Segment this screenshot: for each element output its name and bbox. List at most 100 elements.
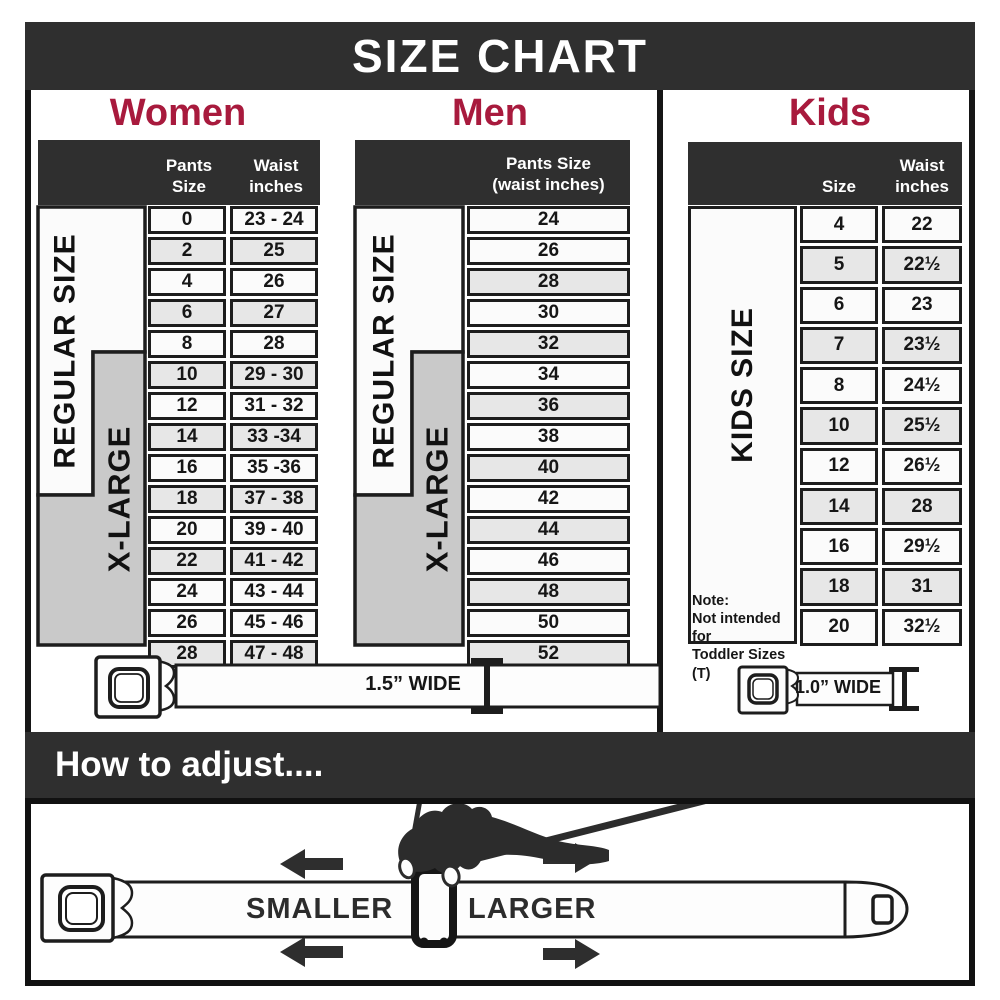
table-cell: 12 bbox=[800, 447, 878, 485]
table-cell: 20 bbox=[148, 516, 226, 544]
x-large-box bbox=[36, 350, 147, 647]
table-cell: 20 bbox=[800, 608, 878, 646]
table-cell: 6 bbox=[148, 299, 226, 327]
men-section-title: Men bbox=[452, 92, 528, 134]
women-col-pants-size: Pants Size bbox=[165, 156, 213, 196]
table-cell: 5 bbox=[800, 246, 878, 284]
width-measure-icon bbox=[889, 667, 919, 711]
table-cell: 28 bbox=[882, 487, 962, 526]
table-cell: 7 bbox=[800, 326, 878, 365]
table-cell: 47 - 48 bbox=[230, 640, 318, 668]
how-to-adjust-banner: How to adjust.... bbox=[25, 732, 975, 798]
table-cell: 36 bbox=[467, 392, 630, 420]
men-x-large-label: X-LARGE bbox=[419, 425, 455, 572]
table-cell: 2 bbox=[148, 237, 226, 265]
table-cell: 30 bbox=[467, 299, 630, 327]
women-table-header: Pants Size Waist inches bbox=[38, 140, 320, 205]
buckle-button bbox=[108, 667, 150, 709]
size-chart-banner: SIZE CHART bbox=[25, 22, 975, 90]
table-cell: 24 bbox=[467, 206, 630, 234]
adult-belt-illustration bbox=[94, 655, 660, 719]
larger-label: LARGER bbox=[468, 893, 597, 925]
table-cell: 25½ bbox=[882, 407, 962, 445]
table-cell: 29½ bbox=[882, 528, 962, 566]
kids-table-header: Size Waist inches bbox=[688, 142, 962, 205]
table-cell: 22 bbox=[882, 206, 962, 244]
smaller-label: SMALLER bbox=[246, 893, 394, 925]
table-cell: 26 bbox=[148, 609, 226, 637]
kids-size-label: KIDS SIZE bbox=[725, 307, 759, 463]
table-cell: 32 bbox=[467, 330, 630, 358]
men-size-table: 24 26 28 30 32 34 36 38 40 42 44 46 48 50 52 bbox=[467, 206, 630, 668]
table-cell: 26½ bbox=[882, 447, 962, 485]
frame-border-left bbox=[25, 90, 31, 732]
table-cell: 22½ bbox=[882, 246, 962, 284]
adult-belt-width-label: 1.5” WIDE bbox=[365, 673, 461, 695]
table-cell: 26 bbox=[230, 268, 318, 296]
table-cell: 32½ bbox=[882, 608, 962, 646]
men-size-zone-graphic bbox=[353, 205, 465, 647]
table-cell: 4 bbox=[148, 268, 226, 296]
kids-note: Note: Not intended for Toddler Sizes (T) bbox=[692, 593, 786, 682]
arrow-left-bottom-icon bbox=[280, 937, 343, 967]
men-table-header: Pants Size (waist inches) bbox=[355, 140, 630, 205]
table-cell: 38 bbox=[467, 423, 630, 451]
buckle-button-inner bbox=[65, 892, 98, 925]
table-cell: 31 - 32 bbox=[230, 392, 318, 420]
table-cell: 26 bbox=[467, 237, 630, 265]
table-cell: 0 bbox=[148, 206, 226, 234]
table-cell: 10 bbox=[800, 407, 878, 445]
width-measure-icon bbox=[471, 658, 503, 714]
table-cell: 18 bbox=[148, 485, 226, 513]
table-cell: 41 - 42 bbox=[230, 547, 318, 575]
table-cell: 46 bbox=[467, 547, 630, 575]
table-cell: 44 bbox=[467, 516, 630, 544]
table-cell: 42 bbox=[467, 485, 630, 513]
pinching-hand-icon bbox=[398, 804, 609, 888]
men-regular-size-label: REGULAR SIZE bbox=[367, 233, 401, 469]
belt-strap bbox=[174, 663, 660, 709]
table-cell: 18 bbox=[800, 568, 878, 606]
table-cell: 43 - 44 bbox=[230, 578, 318, 606]
kids-belt-illustration bbox=[737, 665, 919, 715]
table-cell: 23½ bbox=[882, 326, 962, 365]
table-cell: 48 bbox=[467, 578, 630, 606]
table-cell: 37 - 38 bbox=[230, 485, 318, 513]
table-cell: 29 - 30 bbox=[230, 361, 318, 389]
table-cell: 14 bbox=[148, 423, 226, 451]
men-col-pants-size: Pants Size (waist inches) bbox=[492, 154, 605, 194]
women-col-waist: Waist inches bbox=[249, 156, 303, 196]
arrow-left-top-icon bbox=[280, 849, 343, 879]
table-cell: 23 - 24 bbox=[230, 206, 318, 234]
buckle-button bbox=[747, 673, 779, 705]
buckle-latch bbox=[111, 876, 134, 940]
table-cell: 16 bbox=[800, 528, 878, 566]
belt-strap bbox=[795, 671, 895, 707]
table-cell: 39 - 40 bbox=[230, 516, 318, 544]
table-cell: 12 bbox=[148, 392, 226, 420]
table-cell: 28 bbox=[467, 268, 630, 296]
buckle-button-inner bbox=[114, 673, 144, 703]
table-cell: 45 - 46 bbox=[230, 609, 318, 637]
how-to-adjust-heading: How to adjust.... bbox=[55, 745, 324, 784]
table-cell: 4 bbox=[800, 206, 878, 244]
adjust-belt-diagram bbox=[40, 804, 909, 969]
table-cell: 14 bbox=[800, 487, 878, 526]
arrow-right-bottom-icon bbox=[543, 939, 600, 969]
kids-col-size: Size bbox=[821, 176, 857, 196]
frame-border-right bbox=[969, 90, 975, 732]
table-cell: 28 bbox=[230, 330, 318, 358]
table-cell: 8 bbox=[800, 367, 878, 405]
belt-slider bbox=[411, 866, 457, 948]
table-cell: 22 bbox=[148, 547, 226, 575]
table-cell: 35 -36 bbox=[230, 454, 318, 482]
table-cell: 10 bbox=[148, 361, 226, 389]
buckle-button-inner bbox=[752, 678, 774, 700]
table-cell: 6 bbox=[800, 286, 878, 324]
table-cell: 31 bbox=[882, 568, 962, 606]
kids-section-divider bbox=[657, 90, 663, 732]
table-cell: 8 bbox=[148, 330, 226, 358]
table-cell: 34 bbox=[467, 361, 630, 389]
kids-size-zone-box bbox=[688, 206, 797, 644]
